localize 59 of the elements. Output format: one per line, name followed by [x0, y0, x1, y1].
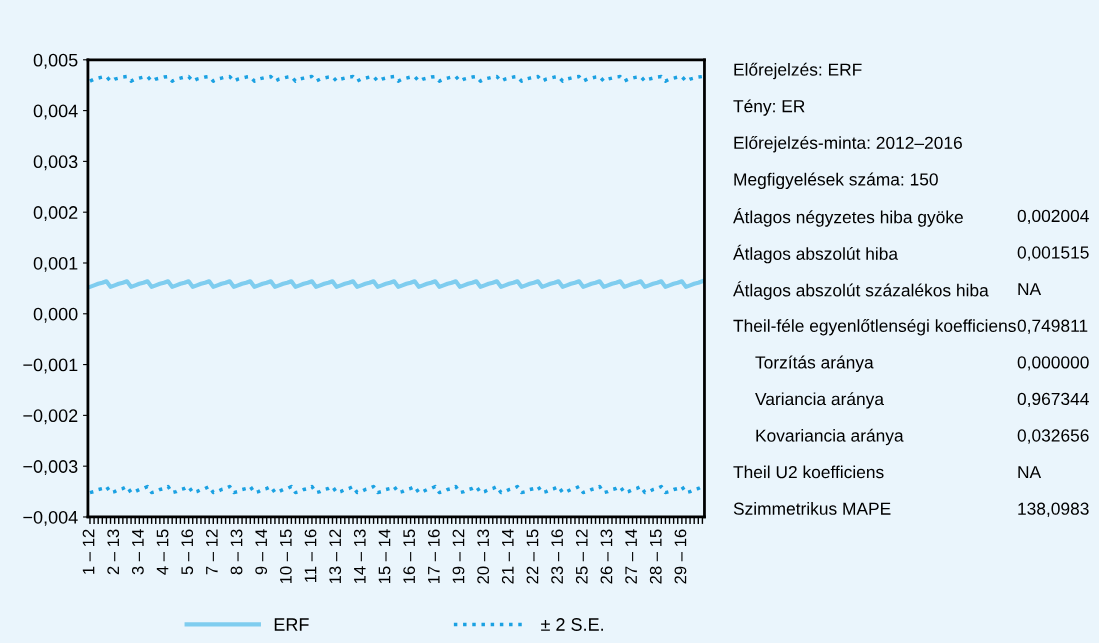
x-tick-label: 25 – 12 — [575, 529, 588, 584]
text: Átlagos abszolút hiba — [733, 244, 899, 264]
x-tick-label: 20 – 13 — [477, 529, 490, 584]
text: 0,967344 — [1017, 392, 1089, 408]
y-tick-label: −0,002 — [23, 409, 78, 425]
text: Theil-féle egyenlőtlenségi koefficiens — [733, 319, 1016, 336]
x-tick-label: 2 – 13 — [107, 529, 120, 575]
text: Előrejelzés: ERF — [734, 62, 862, 80]
y-tick-label: 0,000 — [33, 307, 78, 323]
text: 0,002004 — [1017, 209, 1089, 225]
y-tick-label: 0,005 — [33, 53, 78, 69]
y-tick-label: −0,003 — [23, 460, 78, 476]
y-tick-label: 0,002 — [33, 206, 78, 222]
text: NA — [1018, 283, 1042, 296]
legend-label: ERF — [274, 618, 309, 631]
text: Előrejelzés-minta: 2012–2016 — [734, 136, 962, 153]
text: Torzítás aránya — [755, 355, 874, 372]
x-tick-label: 23 – 16 — [551, 529, 564, 584]
y-tick-label: 0,003 — [33, 155, 78, 171]
x-tick-label: 3 – 14 — [131, 529, 144, 575]
x-tick-label: 29 – 16 — [674, 529, 687, 584]
y-tick-label: −0,001 — [23, 358, 78, 374]
text: 0,001515 — [1017, 246, 1089, 261]
x-tick-label: 13 – 12 — [329, 529, 342, 584]
text: NA — [1018, 466, 1042, 479]
x-tick-label: 26 – 13 — [600, 529, 613, 584]
text: Átlagos abszolút százalékos hiba — [733, 281, 989, 300]
x-tick-label: 21 – 14 — [501, 529, 514, 584]
y-tick-label: −0,004 — [23, 510, 78, 526]
x-tick-label: 15 – 14 — [378, 529, 391, 584]
x-tick-label: 27 – 14 — [625, 529, 637, 584]
x-tick-label: 17 – 16 — [427, 529, 440, 584]
text: Kovariancia aránya — [756, 428, 904, 446]
text: 0,749811 — [1017, 319, 1088, 334]
x-tick-label: 22 – 15 — [526, 529, 539, 584]
text: 0,000000 — [1017, 356, 1089, 371]
text: 0,032656 — [1017, 429, 1089, 444]
x-tick-label: 19 – 12 — [452, 529, 465, 584]
text: Megfigyelések száma: 150 — [734, 172, 938, 189]
x-tick-label: 14 – 13 — [353, 529, 366, 584]
x-tick-label: 28 – 15 — [649, 529, 662, 584]
text: Átlagos négyzetes hiba gyöke — [733, 208, 963, 227]
x-tick-label: 5 – 16 — [181, 529, 194, 575]
x-tick-label: 7 – 12 — [205, 529, 218, 575]
text: 138,0983 — [1018, 502, 1089, 517]
text: Szimmetrikus MAPE — [733, 502, 891, 515]
text: Theil U2 koefficiens — [733, 465, 884, 479]
x-tick-label: 4 – 15 — [156, 529, 169, 575]
x-tick-label: 10 – 15 — [279, 529, 292, 584]
y-tick-label: 0,004 — [33, 104, 78, 120]
legend-label: ± 2 S.E. — [541, 618, 603, 631]
x-tick-label: 8 – 13 — [230, 529, 243, 575]
x-tick-label: 9 – 14 — [255, 529, 268, 575]
text: Tény: ER — [733, 99, 805, 116]
x-tick-label: 16 – 15 — [403, 529, 416, 584]
text: Variancia aránya — [755, 392, 884, 409]
y-tick-label: 0,001 — [33, 256, 78, 272]
x-tick-label: 11 – 16 — [304, 529, 317, 582]
x-tick-label: 1 – 12 — [82, 529, 95, 574]
